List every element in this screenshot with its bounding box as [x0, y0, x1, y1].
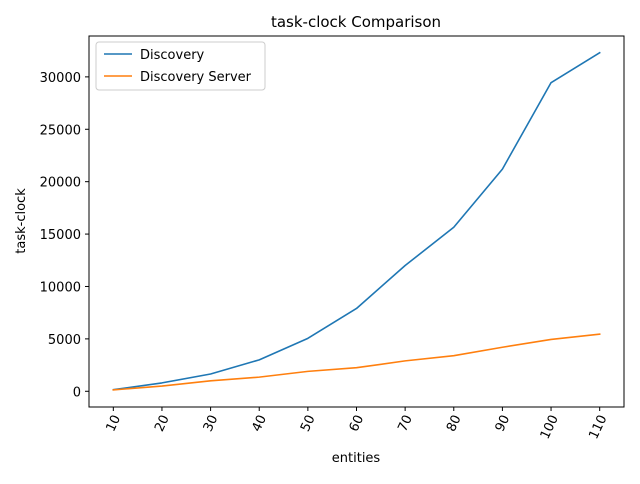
x-tick-label: 40: [249, 413, 270, 434]
x-tick-label: 60: [347, 413, 368, 434]
y-tick-label: 10000: [40, 280, 81, 295]
y-tick-label: 15000: [40, 228, 81, 243]
x-tick-label: 90: [493, 413, 514, 434]
legend-label-discovery: Discovery: [140, 48, 205, 63]
x-tick-label: 20: [152, 413, 173, 434]
legend-label-discovery-server: Discovery Server: [140, 70, 252, 85]
plot-frame: [88, 35, 625, 408]
y-tick-label: 0: [73, 385, 81, 400]
x-tick-label: 30: [201, 413, 222, 434]
series-line-discovery-server: [112, 333, 601, 391]
chart-title: task-clock Comparison: [271, 13, 441, 31]
y-axis-ticks: 0 5000 10000 15000 20000 25000 30000: [40, 71, 89, 400]
legend-box: [95, 41, 266, 91]
y-axis-label: task-clock: [14, 188, 29, 254]
x-tick-label: 80: [444, 413, 465, 434]
x-tick-label: 10: [104, 413, 125, 434]
y-tick-label: 30000: [40, 71, 81, 86]
series-line-discovery: [112, 51, 601, 391]
x-axis-label: entities: [332, 451, 381, 466]
y-tick-label: 20000: [40, 176, 81, 191]
y-tick-label: 25000: [40, 123, 81, 138]
plot-marks: [112, 51, 601, 391]
x-tick-label: 70: [395, 413, 416, 434]
y-tick-label: 5000: [48, 333, 81, 348]
x-tick-label: 50: [298, 413, 319, 434]
legend: Discovery Discovery Server: [95, 41, 266, 91]
